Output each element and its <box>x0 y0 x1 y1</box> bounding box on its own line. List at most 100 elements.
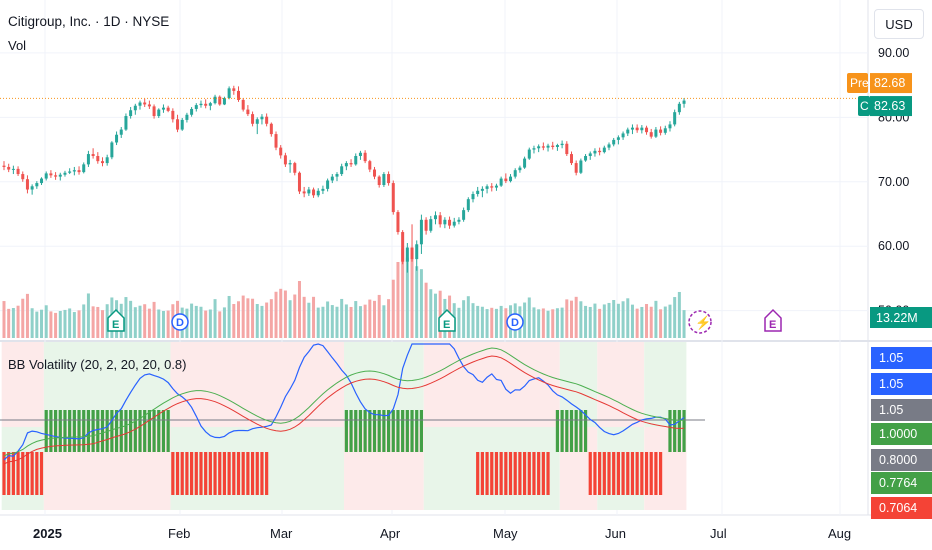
indicator-bar-positive <box>138 410 142 452</box>
candle-body <box>513 170 517 177</box>
volume-bar <box>241 295 245 338</box>
indicator-bar-negative <box>232 452 236 495</box>
indicator-bar-negative <box>518 452 522 495</box>
indicator-bar-positive <box>68 410 72 452</box>
candle-body <box>551 145 555 147</box>
volume-bar <box>476 305 480 338</box>
volume-bar <box>471 303 475 338</box>
volume-bar <box>265 302 269 338</box>
candle-body <box>485 186 489 189</box>
volume-bar <box>232 304 236 338</box>
indicator-bar-negative <box>537 452 541 495</box>
volume-bar <box>645 304 649 338</box>
candle-body <box>419 219 423 245</box>
candle-body <box>241 99 245 110</box>
indicator-axis-label-text: 1.0000 <box>879 427 917 441</box>
volume-bar <box>523 302 527 338</box>
candle-body <box>410 247 414 260</box>
indicator-bar-negative <box>640 452 644 495</box>
candle-body <box>269 123 273 135</box>
candle-body <box>433 215 437 220</box>
earnings-marker: E <box>764 308 782 332</box>
indicator-bar-positive <box>410 410 414 452</box>
volume-bar <box>147 308 151 338</box>
candle-body <box>110 142 114 158</box>
candle-body <box>190 108 194 115</box>
indicator-bar-positive <box>377 410 381 452</box>
volume-bar <box>410 253 414 338</box>
candle-body <box>105 157 109 164</box>
candle-body <box>86 154 90 165</box>
indicator-bar-negative <box>494 452 499 495</box>
candle-body <box>194 105 198 109</box>
indicator-bar-positive <box>77 410 81 452</box>
volume-bar <box>682 310 686 338</box>
split-label: ⚡ <box>695 315 711 331</box>
candle-body <box>213 96 217 104</box>
indicator-legend[interactable]: BB Volatility (20, 2, 20, 20, 0.8) <box>8 357 187 372</box>
pre-market-tag: Pre 82.68 <box>847 73 912 94</box>
indicator-bar-negative <box>30 452 34 495</box>
time-axis-label: Aug <box>828 526 851 541</box>
indicator-bar-negative <box>626 452 630 495</box>
indicator-bar-negative <box>654 452 658 495</box>
indicator-bar-positive <box>124 410 128 452</box>
candle-body <box>471 194 475 200</box>
indicator-bar-negative <box>16 452 20 495</box>
volume-bar <box>321 306 325 338</box>
indicator-bar-negative <box>241 452 245 495</box>
candle-body <box>133 105 137 111</box>
volume-bar <box>326 301 330 338</box>
indicator-bar-negative <box>644 452 649 495</box>
indicator-bar-positive <box>396 410 400 452</box>
bb-lower-line <box>3 355 685 465</box>
volume-bar <box>40 309 44 338</box>
volume-bar <box>490 307 494 338</box>
pre-label-box <box>847 73 868 94</box>
volume-bar <box>129 300 133 338</box>
indicator-bar-negative <box>659 452 663 495</box>
candle-body <box>602 147 606 153</box>
volume-bar <box>274 291 278 338</box>
volume-bar <box>49 311 53 338</box>
volume-bar <box>316 307 320 338</box>
indicator-bar-positive <box>166 410 170 452</box>
indicator-bar-positive <box>368 410 372 452</box>
volume-bar <box>199 306 203 338</box>
indicator-zone-top <box>170 342 345 427</box>
candle-body <box>237 90 240 100</box>
candle-body <box>387 174 391 184</box>
price-tick-label: 60.00 <box>878 239 909 253</box>
volume-bar <box>663 306 667 338</box>
candle-body <box>138 102 142 106</box>
indicator-bar-positive <box>129 410 133 452</box>
candle-body <box>143 102 147 105</box>
indicator-axis-label-text: 1.05 <box>879 351 903 365</box>
indicator-bar-negative <box>513 452 517 495</box>
candle-body <box>330 176 334 181</box>
volume-bar <box>598 308 602 338</box>
indicator-axis-label-text: 1.05 <box>879 403 903 417</box>
candle-body <box>68 171 72 173</box>
candle-body <box>218 96 222 105</box>
volume-bar <box>161 310 165 338</box>
candle-body <box>537 146 541 149</box>
indicator-bar-negative <box>175 452 180 495</box>
volume-bar <box>382 305 386 338</box>
indicator-bar-negative <box>185 452 189 495</box>
candle-body <box>44 173 48 179</box>
candle-body <box>316 190 320 196</box>
indicator-bar-positive <box>114 410 119 452</box>
candle-body <box>438 215 442 225</box>
candle-body <box>124 116 128 130</box>
volume-bar <box>204 310 208 338</box>
symbol-title[interactable]: Citigroup, Inc. · 1D · NYSE <box>8 14 170 29</box>
currency-button[interactable]: USD <box>874 9 924 39</box>
indicator-bar-positive <box>147 410 151 452</box>
volume-bar <box>208 309 212 338</box>
candle-body <box>49 173 53 176</box>
candle-body <box>645 127 649 133</box>
candle-body <box>649 132 653 137</box>
indicator-bar-negative <box>190 452 194 495</box>
